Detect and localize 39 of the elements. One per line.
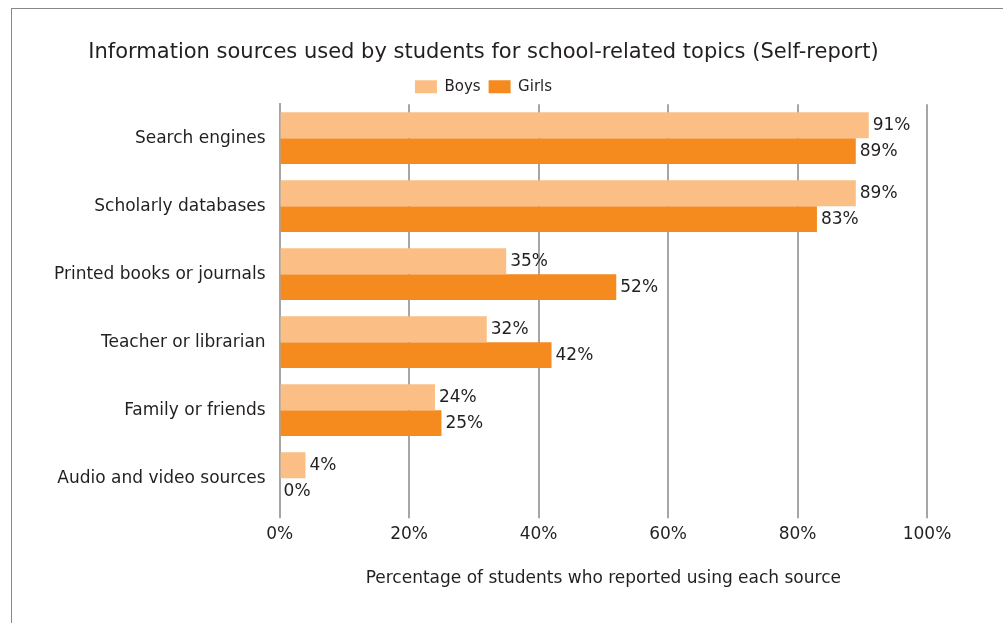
x-tick-label: 80% — [778, 522, 817, 543]
y-tick-label: Teacher or librarian — [99, 330, 266, 351]
y-tick-label: Scholarly databases — [94, 194, 266, 215]
bar — [280, 342, 552, 369]
y-tick-label: Audio and video sources — [57, 466, 266, 487]
data-label: 42% — [555, 343, 594, 364]
y-tick-label: Search engines — [134, 126, 266, 147]
data-label: 35% — [510, 249, 548, 270]
data-label: 4% — [309, 453, 337, 474]
y-tick-label: Family or friends — [124, 398, 266, 419]
bar — [280, 112, 869, 139]
data-label: 24% — [438, 385, 477, 406]
data-label: 89% — [859, 139, 898, 160]
bar — [280, 452, 306, 479]
data-label: 89% — [859, 181, 898, 202]
data-label: 0% — [283, 479, 311, 500]
data-label: 83% — [820, 207, 859, 228]
bar — [280, 410, 442, 437]
bar — [280, 248, 507, 275]
data-label: 52% — [620, 275, 659, 296]
x-tick-label: 60% — [649, 522, 687, 543]
bar — [280, 274, 617, 301]
x-axis-title: Percentage of students who reported using each source — [365, 567, 841, 588]
bar — [280, 180, 856, 207]
x-tick-label: 0% — [266, 522, 294, 543]
x-tick-label: 40% — [519, 522, 558, 543]
x-tick-label: 20% — [390, 522, 428, 543]
bar — [280, 206, 817, 233]
bar — [280, 316, 487, 343]
bar — [280, 138, 856, 165]
x-tick-label: 100% — [902, 522, 952, 543]
data-label: 91% — [872, 113, 911, 134]
bar — [280, 384, 435, 411]
y-tick-label: Printed books or journals — [53, 262, 266, 283]
legend-label: Boys — [444, 76, 481, 95]
data-label: 32% — [490, 317, 529, 338]
chart-title: Information sources used by students for school-related topics (Self-report) — [88, 39, 879, 64]
legend-label: Girls — [518, 76, 553, 95]
data-label: 25% — [445, 411, 484, 432]
